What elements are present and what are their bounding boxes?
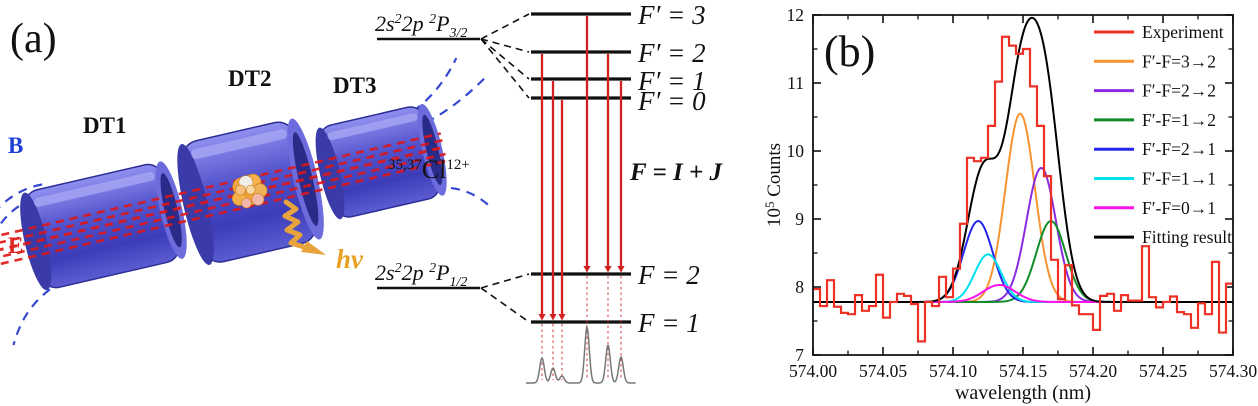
transition-arrowhead xyxy=(558,314,566,321)
transition-arrowhead xyxy=(538,314,546,321)
component-curve xyxy=(925,283,1115,303)
legend-label: F′-F=1→2 xyxy=(1142,110,1216,130)
e-field-label: E xyxy=(8,233,23,258)
experiment-histogram xyxy=(813,35,1233,343)
x-tick-label: 574.25 xyxy=(1139,361,1187,381)
dt2-label: DT2 xyxy=(228,66,271,91)
dt3-label: DT3 xyxy=(333,73,376,98)
legend-label: F′-F=2→2 xyxy=(1142,81,1216,101)
transition-arrowhead xyxy=(549,314,557,321)
upper-term-label: 2s22p 2P3/2 xyxy=(375,11,467,41)
y-tick-label: 9 xyxy=(795,209,804,229)
panel-a-label: (a) xyxy=(10,16,57,62)
panel-b-spectrum-plot: (b) wavelength (nm) 105 Counts 574.00 574… xyxy=(762,5,1258,404)
fan-line xyxy=(480,38,530,80)
panel-a-diagram: (a) DT1 DT2 DT3 B E hν 35,37Cl12+ 2s22p … xyxy=(0,0,723,384)
fan-line xyxy=(480,287,530,323)
x-tick-label: 574.20 xyxy=(1069,361,1117,381)
level-label-f1: F = 1 xyxy=(637,308,700,338)
energy-levels-layer xyxy=(377,12,636,384)
x-axis-label: wavelength (nm) xyxy=(955,382,1091,404)
level-label-f2: F = 2 xyxy=(637,260,700,290)
legend-label: F′-F=0→1 xyxy=(1142,198,1216,218)
transition-arrowhead xyxy=(583,266,591,273)
level-label-fp2: F′ = 2 xyxy=(637,38,706,68)
b-field-label: B xyxy=(8,133,23,158)
legend-label: F′-F=1→1 xyxy=(1142,169,1216,189)
fan-line xyxy=(480,38,530,99)
legend-label: F′-F=2→1 xyxy=(1142,139,1216,159)
y-tick-label: 11 xyxy=(787,73,804,93)
legend-label: Fitting result xyxy=(1142,227,1232,247)
legend-label: Experiment xyxy=(1142,22,1224,42)
fan-line xyxy=(480,38,530,53)
ion-beam-dashes xyxy=(0,132,448,267)
level-label-fp0: F′ = 0 xyxy=(637,86,706,116)
y-tick-label: 10 xyxy=(787,141,805,161)
nucleus-cluster xyxy=(231,173,268,209)
transition-arrowhead xyxy=(617,266,625,273)
x-tick-label: 574.10 xyxy=(929,361,977,381)
level-label-fp1: F′ = 1 xyxy=(637,66,706,96)
x-tick-label: 574.15 xyxy=(999,361,1047,381)
plot-frame xyxy=(812,14,1234,356)
fan-line xyxy=(480,273,530,289)
y-axis-label: 105 Counts xyxy=(762,143,785,227)
x-tick-label: 574.05 xyxy=(859,361,907,381)
photon-arrow xyxy=(282,199,326,255)
dt1-label: DT1 xyxy=(83,113,126,138)
transition-arrowhead xyxy=(604,266,612,273)
fan-line xyxy=(480,13,530,40)
panel-b-label: (b) xyxy=(824,27,875,76)
coupling-formula: F = I + J xyxy=(629,159,723,186)
x-tick-label: 574.30 xyxy=(1209,361,1257,381)
x-tick-label: 574.00 xyxy=(789,361,837,381)
y-tick-label: 8 xyxy=(795,277,804,297)
mini-spectrum-trace xyxy=(526,324,636,384)
photon-hv-label: hν xyxy=(336,244,364,274)
y-tick-label: 7 xyxy=(795,345,804,365)
legend-label: F′-F=3→2 xyxy=(1142,51,1216,71)
y-tick-label: 12 xyxy=(787,5,805,25)
ion-species-label: 35,37Cl12+ xyxy=(388,155,470,184)
drift-tube-1 xyxy=(20,161,187,291)
lower-term-label: 2s22p 2P1/2 xyxy=(375,260,467,290)
beamline-assembly xyxy=(0,57,489,346)
level-label-fp3: F′ = 3 xyxy=(637,0,706,30)
plot-layer: 574.00 574.05 574.10 574.15 574.20 574.25 574.… xyxy=(787,5,1258,381)
